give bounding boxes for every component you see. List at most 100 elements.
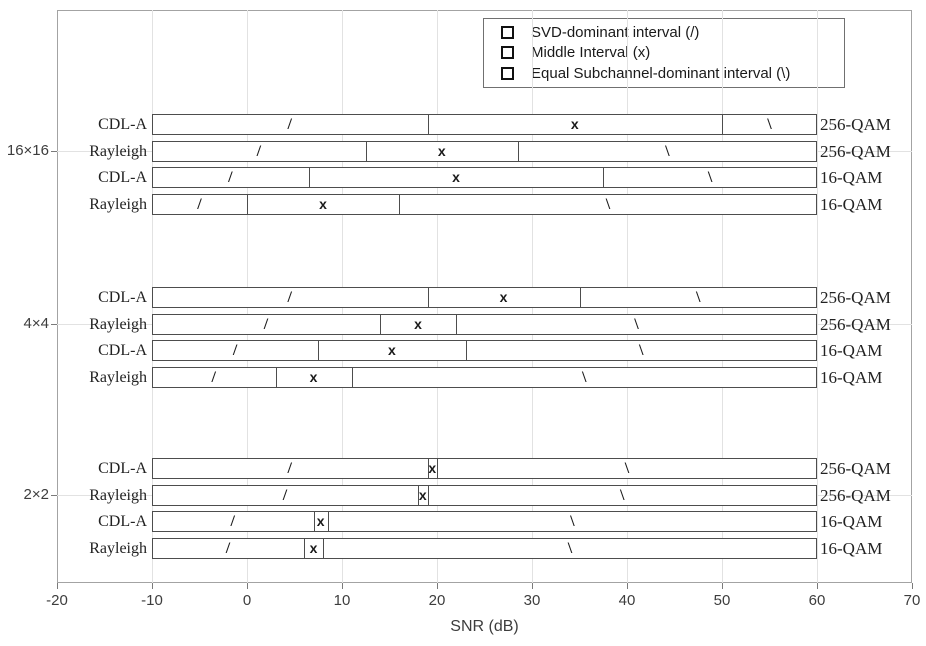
x-marker-icon: x [428,460,437,476]
x-marker-icon: x [418,486,427,503]
x-tick-label: 20 [428,592,446,609]
slash-marker-icon: / [282,486,288,504]
slash-marker-icon: / [230,513,235,530]
interval-divider [323,538,324,558]
y-tick-mark [51,150,57,152]
x-marker-icon: x [414,315,422,332]
backslash-marker-icon: \ [582,368,587,386]
slash-marker-icon: / [225,539,231,557]
y-group-label: 16×16 [6,142,49,159]
x-tick-mark [531,583,533,589]
x-tick-mark [436,583,438,589]
interval-divider [318,341,320,360]
interval-divider [427,115,429,134]
bar-row: / x \ [152,484,817,506]
backslash-marker-icon: \ [567,539,573,557]
x-axis-label: SNR (dB) [450,618,519,635]
slash-marker-icon: / [211,368,216,386]
interval-divider [722,115,723,134]
interval-divider [380,314,381,334]
interval-divider [456,314,457,334]
bar-swatch-icon [501,67,514,81]
legend-item-label: Middle Interval (x) [531,44,651,62]
slash-marker-icon: / [287,460,292,477]
x-marker-icon: x [316,513,325,529]
backslash-marker-icon: \ [624,460,630,477]
interval-divider [517,141,519,161]
row-channel-label: CDL-A [98,342,147,359]
row-channel-label: Rayleigh [89,486,147,504]
gridline-vertical [816,10,818,583]
row-modulation-label: 16-QAM [820,538,883,558]
x-tick-label: -20 [46,592,68,609]
x-tick-label: 50 [713,592,731,609]
interval-divider [418,485,419,505]
row-channel-label: CDL-A [98,460,147,477]
legend-item-label: SVD-dominant interval (/) [531,23,700,41]
slash-marker-icon: / [263,315,269,333]
row-channel-label: Rayleigh [89,539,147,557]
x-tick-mark [246,583,248,589]
backslash-marker-icon: \ [570,513,575,530]
bar-row: / x \ [152,287,817,308]
interval-divider [351,367,353,387]
row-modulation-label: 256-QAM [820,459,891,478]
x-marker-icon: x [499,289,508,305]
bar-row: / x \ [152,511,817,532]
legend-item: Equal Subchannel-dominant interval (\) [484,64,844,84]
row-modulation-label: 256-QAM [820,115,891,134]
backslash-marker-icon: \ [665,142,670,160]
interval-divider [427,459,429,478]
interval-divider [365,141,367,161]
slash-marker-icon: / [287,289,292,306]
x-tick-mark [341,583,343,589]
slash-marker-icon: / [197,195,202,213]
bar-row: / x \ [152,140,817,162]
backslash-marker-icon: \ [620,486,625,504]
x-tick-label: 30 [523,592,541,609]
legend-item-label: Equal Subchannel-dominant interval (\) [531,65,791,83]
bar-row: / x \ [152,114,817,135]
row-channel-label: Rayleigh [89,142,147,160]
row-channel-label: CDL-A [98,169,147,186]
row-modulation-label: 16-QAM [820,194,883,214]
row-modulation-label: 256-QAM [820,141,891,161]
x-marker-icon: x [387,342,396,358]
interval-divider [313,512,315,531]
x-tick-mark [816,583,818,589]
interval-divider [247,194,248,214]
interval-divider [304,538,305,558]
x-tick-label: 10 [333,592,351,609]
legend-item: SVD-dominant interval (/) [484,22,844,42]
bar-row: / x \ [152,366,817,388]
row-modulation-label: 256-QAM [820,288,891,307]
bar-row: / x \ [152,340,817,361]
bar-row: / x \ [152,193,817,215]
backslash-marker-icon: \ [707,169,713,186]
x-tick-mark [151,583,153,589]
backslash-marker-icon: \ [767,116,772,133]
slash-marker-icon: / [256,142,262,160]
x-marker-icon: x [452,169,460,185]
bar-row: / x \ [152,537,817,559]
row-modulation-label: 16-QAM [820,341,883,360]
y-group-label: 2×2 [23,486,49,503]
bar-swatch-icon [501,46,514,60]
bar-row: / x \ [152,313,817,335]
plot-area [57,10,912,583]
interval-divider [275,367,277,387]
x-tick-label: 70 [903,592,921,609]
x-marker-icon: x [309,368,318,385]
row-channel-label: CDL-A [98,513,147,530]
legend-item: Middle Interval (x) [484,43,844,63]
interval-divider [308,168,310,187]
slash-marker-icon: / [232,342,238,359]
row-modulation-label: 16-QAM [820,168,883,187]
y-tick-mark [51,494,57,496]
x-tick-label: 60 [808,592,826,609]
row-channel-label: CDL-A [98,116,147,133]
backslash-marker-icon: \ [639,342,644,359]
x-tick-mark [721,583,723,589]
bar-row: / x \ [152,458,817,479]
row-modulation-label: 256-QAM [820,314,891,334]
